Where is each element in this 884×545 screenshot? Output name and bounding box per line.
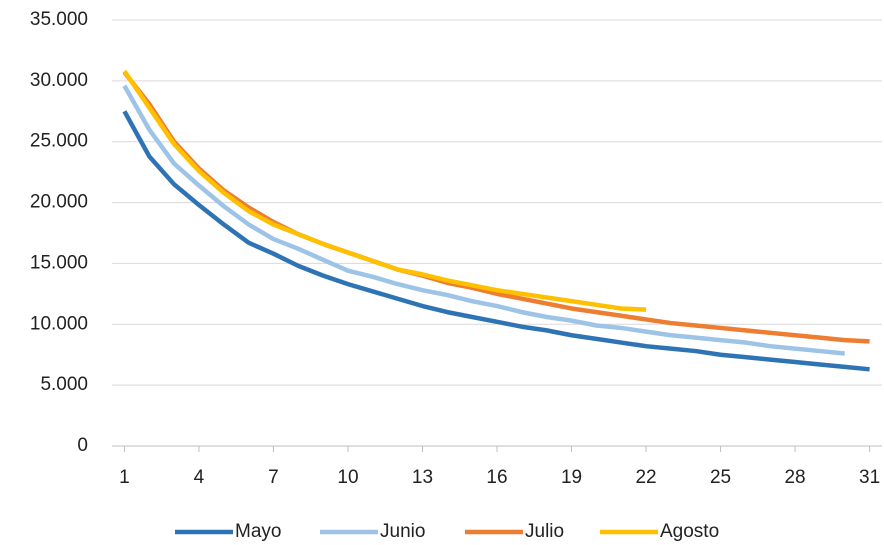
legend-label: Julio	[525, 521, 564, 542]
legend-label: Agosto	[660, 521, 719, 542]
x-tick-label: 25	[710, 467, 731, 488]
x-tick-label: 31	[859, 467, 880, 488]
x-tick-label: 22	[635, 467, 656, 488]
y-tick-label: 25.000	[30, 131, 88, 152]
series-line	[122, 110, 870, 372]
x-tick-label: 13	[412, 467, 433, 488]
y-tick-label: 35.000	[30, 9, 88, 30]
y-tick-label: 10.000	[30, 313, 88, 334]
x-tick-label: 19	[561, 467, 582, 488]
legend-label: Mayo	[235, 521, 281, 542]
x-tick-label: 28	[784, 467, 805, 488]
y-tick-label: 30.000	[30, 70, 88, 91]
x-tick-label: 7	[268, 467, 279, 488]
y-tick-label: 5.000	[40, 374, 88, 395]
y-tick-label: 0	[77, 435, 88, 456]
legend-label: Junio	[380, 521, 425, 542]
x-tick-label: 1	[119, 467, 130, 488]
y-tick-label: 15.000	[30, 252, 88, 273]
x-tick-label: 10	[337, 467, 358, 488]
x-tick-label: 4	[194, 467, 205, 488]
x-tick-label: 16	[486, 467, 507, 488]
series-line	[122, 70, 870, 344]
series-line	[122, 84, 845, 356]
y-tick-label: 20.000	[30, 192, 88, 213]
series-line	[122, 69, 647, 312]
